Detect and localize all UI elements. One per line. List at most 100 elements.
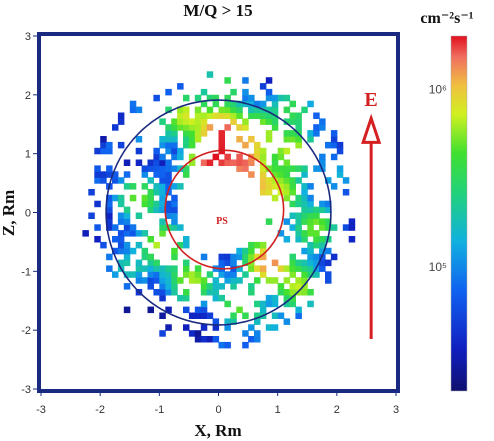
heatmap-cell — [295, 265, 302, 272]
heatmap-cell — [112, 171, 119, 178]
heatmap-cell — [319, 259, 326, 267]
heatmap-cell — [171, 141, 178, 149]
heatmap-cell — [295, 194, 302, 202]
heatmap-cell — [259, 171, 267, 178]
heatmap-cell — [242, 94, 249, 102]
heatmap-cell — [177, 153, 184, 161]
heatmap-cell — [141, 265, 149, 272]
heatmap-cell — [342, 189, 350, 196]
heatmap-cell — [141, 277, 149, 284]
heatmap-cell — [283, 94, 291, 102]
heatmap-cell — [289, 271, 296, 278]
heatmap-cell — [271, 259, 279, 267]
heatmap-cell — [265, 177, 273, 184]
heatmap-cell — [313, 253, 320, 261]
heatmap-cell — [218, 341, 225, 349]
heatmap-cell — [153, 206, 160, 214]
heatmap-cell — [330, 141, 338, 149]
heatmap-cell — [289, 189, 296, 196]
heatmap-cell — [165, 265, 172, 272]
heatmap-cell — [313, 206, 320, 214]
heatmap-cell — [295, 283, 302, 290]
x-tick-label: -1 — [154, 404, 164, 416]
heatmap-cell — [188, 312, 196, 319]
heatmap-cell — [271, 194, 279, 202]
heatmap-cell — [123, 218, 131, 225]
heatmap-cell — [159, 224, 166, 231]
heatmap-cell — [194, 330, 202, 337]
heatmap-cell — [289, 300, 296, 308]
heatmap-cell — [242, 253, 249, 261]
heatmap-cell — [254, 330, 261, 337]
heatmap-cell — [307, 230, 314, 237]
heatmap-cell — [123, 206, 131, 214]
heatmap-cell — [171, 200, 178, 208]
heatmap-cell — [206, 289, 214, 296]
heatmap-cell — [283, 147, 291, 155]
heatmap-cell — [224, 100, 231, 108]
heatmap-cell — [159, 171, 166, 178]
heatmap-cell — [188, 271, 196, 278]
heatmap-cell — [200, 112, 208, 119]
heatmap-cell — [265, 88, 273, 96]
heatmap-cell — [295, 218, 302, 225]
heatmap-cell — [295, 312, 302, 319]
heatmap-cell — [117, 141, 125, 149]
heatmap-cell — [153, 189, 160, 196]
x-axis-label: X, Rm — [194, 421, 241, 440]
heatmap-cell — [259, 147, 267, 155]
heatmap-cell — [283, 318, 291, 325]
heatmap-cell — [82, 230, 89, 237]
heatmap-cell — [218, 294, 225, 302]
heatmap-cell — [147, 177, 154, 184]
heatmap-cell — [301, 165, 308, 172]
heatmap-cell — [330, 183, 338, 190]
heatmap-cell — [177, 118, 184, 125]
heatmap-cell — [283, 106, 291, 114]
heatmap-cell — [188, 141, 196, 149]
heatmap-cell — [342, 224, 350, 231]
arrow-head — [361, 113, 382, 144]
electric-field-arrow — [361, 113, 382, 339]
heatmap-cell — [301, 230, 308, 237]
heatmap-cell — [200, 159, 208, 166]
heatmap-cell — [183, 236, 190, 243]
heatmap-cell — [265, 324, 273, 331]
heatmap-cell — [171, 136, 178, 143]
heatmap-cell — [112, 271, 119, 278]
heatmap-cell — [153, 159, 160, 166]
heatmap-cell — [212, 283, 220, 290]
heatmap-cell — [330, 253, 338, 261]
heatmap-cell — [171, 206, 178, 214]
heatmap-cell — [271, 165, 279, 172]
heatmap-cell — [165, 277, 172, 284]
heatmap-cell — [171, 194, 178, 202]
heatmap-cell — [206, 336, 214, 343]
heatmap-cell — [307, 253, 314, 261]
heatmap-cell — [325, 141, 332, 149]
heatmap-cell — [336, 141, 344, 149]
heatmap-cell — [183, 259, 190, 267]
heatmap-cell — [200, 124, 208, 131]
heatmap-cell — [171, 118, 178, 125]
heatmap-cell — [153, 183, 160, 190]
heatmap-cell — [230, 118, 237, 125]
heatmap-cell — [194, 124, 202, 131]
heatmap-cell — [259, 112, 267, 119]
heatmap-cell — [325, 200, 332, 208]
heatmap-cell — [254, 312, 261, 319]
heatmap-cell — [236, 106, 243, 114]
heatmap-cell — [307, 212, 314, 219]
heatmap-cell — [319, 218, 326, 225]
heatmap-cell — [177, 147, 184, 155]
heatmap-cell — [177, 294, 184, 302]
heatmap-cell — [248, 324, 255, 331]
heatmap-cell — [147, 306, 154, 314]
heatmap-cell — [183, 294, 190, 302]
heatmap-cell — [283, 165, 291, 172]
heatmap-cell — [129, 194, 137, 202]
heatmap-cell — [259, 253, 267, 261]
heatmap-cell — [212, 100, 220, 108]
y-tick-label: -1 — [21, 266, 31, 278]
heatmap-cell — [230, 100, 237, 108]
